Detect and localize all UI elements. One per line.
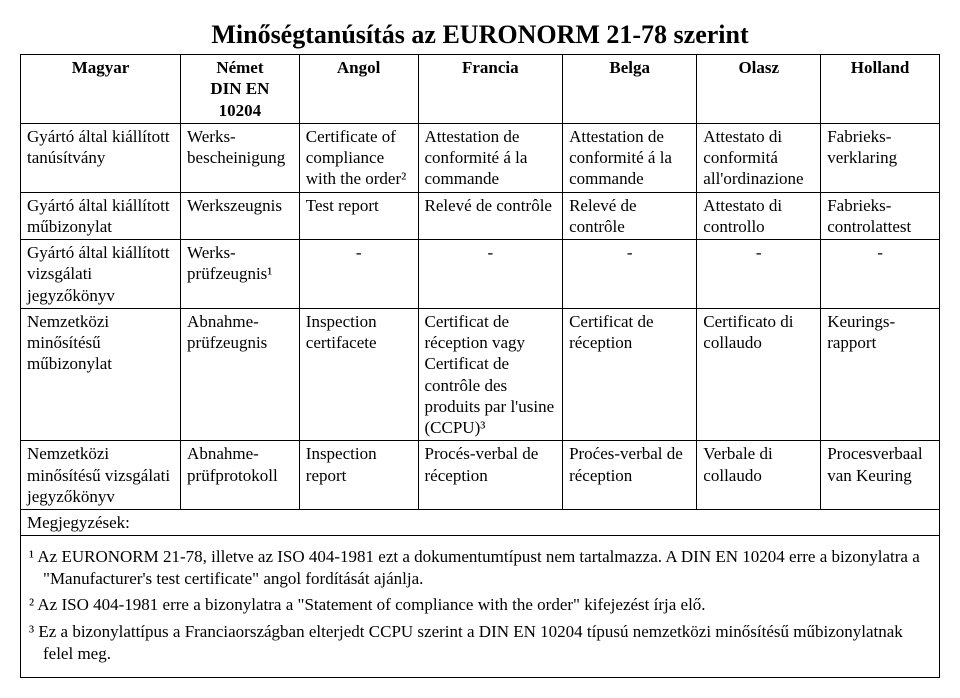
cell: Abnahme-prüfzeugnis	[181, 308, 300, 441]
table-row: Gyártó által kiállított műbizonylat Werk…	[21, 192, 940, 240]
cell: Werkszeugnis	[181, 192, 300, 240]
notes-cell: ¹ Az EURONORM 21-78, illetve az ISO 404-…	[21, 536, 940, 677]
cell: Certificat de réception	[563, 308, 697, 441]
cell: Certificato di collaudo	[697, 308, 821, 441]
notes-row: ¹ Az EURONORM 21-78, illetve az ISO 404-…	[21, 536, 940, 677]
table-row: Nemzetközi minősítésű vizsgálati jegyzők…	[21, 441, 940, 510]
col-header-nemet-line1: Német	[216, 58, 263, 77]
notes-wrap: ¹ Az EURONORM 21-78, illetve az ISO 404-…	[27, 538, 933, 674]
cell: Certificate of compliance with the order…	[299, 123, 418, 192]
cell: Fabrieks-verklaring	[821, 123, 940, 192]
col-header-olasz: Olasz	[697, 55, 821, 124]
col-header-belga: Belga	[563, 55, 697, 124]
cell: Relevé de contrôle	[418, 192, 563, 240]
cell: Fabrieks-controlattest	[821, 192, 940, 240]
cell: Attestato di conformitá all'ordinazione	[697, 123, 821, 192]
col-header-magyar: Magyar	[21, 55, 181, 124]
document-sheet: Minőségtanúsítás az EURONORM 21-78 szeri…	[20, 20, 940, 678]
cell: Certificat de réception vagy Certificat …	[418, 308, 563, 441]
col-header-angol: Angol	[299, 55, 418, 124]
col-header-nemet: Német DIN EN 10204	[181, 55, 300, 124]
table-row: Nemzetközi minősítésű műbizonylat Abnahm…	[21, 308, 940, 441]
cell: Abnahme-prüfprotokoll	[181, 441, 300, 510]
cell: Werks-prüfzeugnis¹	[181, 240, 300, 309]
cell: -	[563, 240, 697, 309]
col-header-holland: Holland	[821, 55, 940, 124]
table-row: Gyártó által kiállított tanúsítvány Werk…	[21, 123, 940, 192]
cell: Attestation de conformité á la commande	[418, 123, 563, 192]
notes-label-row: Megjegyzések:	[21, 510, 940, 536]
cell: Attestation de conformité á la commande	[563, 123, 697, 192]
cell: Inspection report	[299, 441, 418, 510]
page-title: Minőségtanúsítás az EURONORM 21-78 szeri…	[20, 20, 940, 50]
cell: Test report	[299, 192, 418, 240]
cell: -	[697, 240, 821, 309]
cell: Proćes-verbal de réception	[563, 441, 697, 510]
note-1: ¹ Az EURONORM 21-78, illetve az ISO 404-…	[29, 546, 931, 590]
cell: Verbale di collaudo	[697, 441, 821, 510]
cell: Relevé de contrôle	[563, 192, 697, 240]
table-row: Gyártó által kiállított vizsgálati jegyz…	[21, 240, 940, 309]
cell: Inspection certifacete	[299, 308, 418, 441]
cell: Gyártó által kiállított vizsgálati jegyz…	[21, 240, 181, 309]
notes-label-cell: Megjegyzések:	[21, 510, 940, 536]
cell: Keurings-rapport	[821, 308, 940, 441]
cell: Werks-bescheinigung	[181, 123, 300, 192]
cell: Gyártó által kiállított műbizonylat	[21, 192, 181, 240]
cell: -	[821, 240, 940, 309]
col-header-francia: Francia	[418, 55, 563, 124]
cell: Nemzetközi minősítésű vizsgálati jegyzők…	[21, 441, 181, 510]
euronorm-table: Magyar Német DIN EN 10204 Angol Francia …	[20, 54, 940, 678]
col-header-nemet-line2: DIN EN 10204	[210, 79, 269, 119]
cell: Procés-verbal de réception	[418, 441, 563, 510]
cell: Gyártó által kiállított tanúsítvány	[21, 123, 181, 192]
cell: Attestato di controllo	[697, 192, 821, 240]
cell: Nemzetközi minősítésű műbizonylat	[21, 308, 181, 441]
cell: Procesverbaal van Keuring	[821, 441, 940, 510]
note-3: ³ Ez a bizonylattípus a Franciaországban…	[29, 621, 931, 665]
cell: -	[299, 240, 418, 309]
cell: -	[418, 240, 563, 309]
table-header-row: Magyar Német DIN EN 10204 Angol Francia …	[21, 55, 940, 124]
note-2: ² Az ISO 404-1981 erre a bizonylatra a "…	[29, 594, 931, 616]
